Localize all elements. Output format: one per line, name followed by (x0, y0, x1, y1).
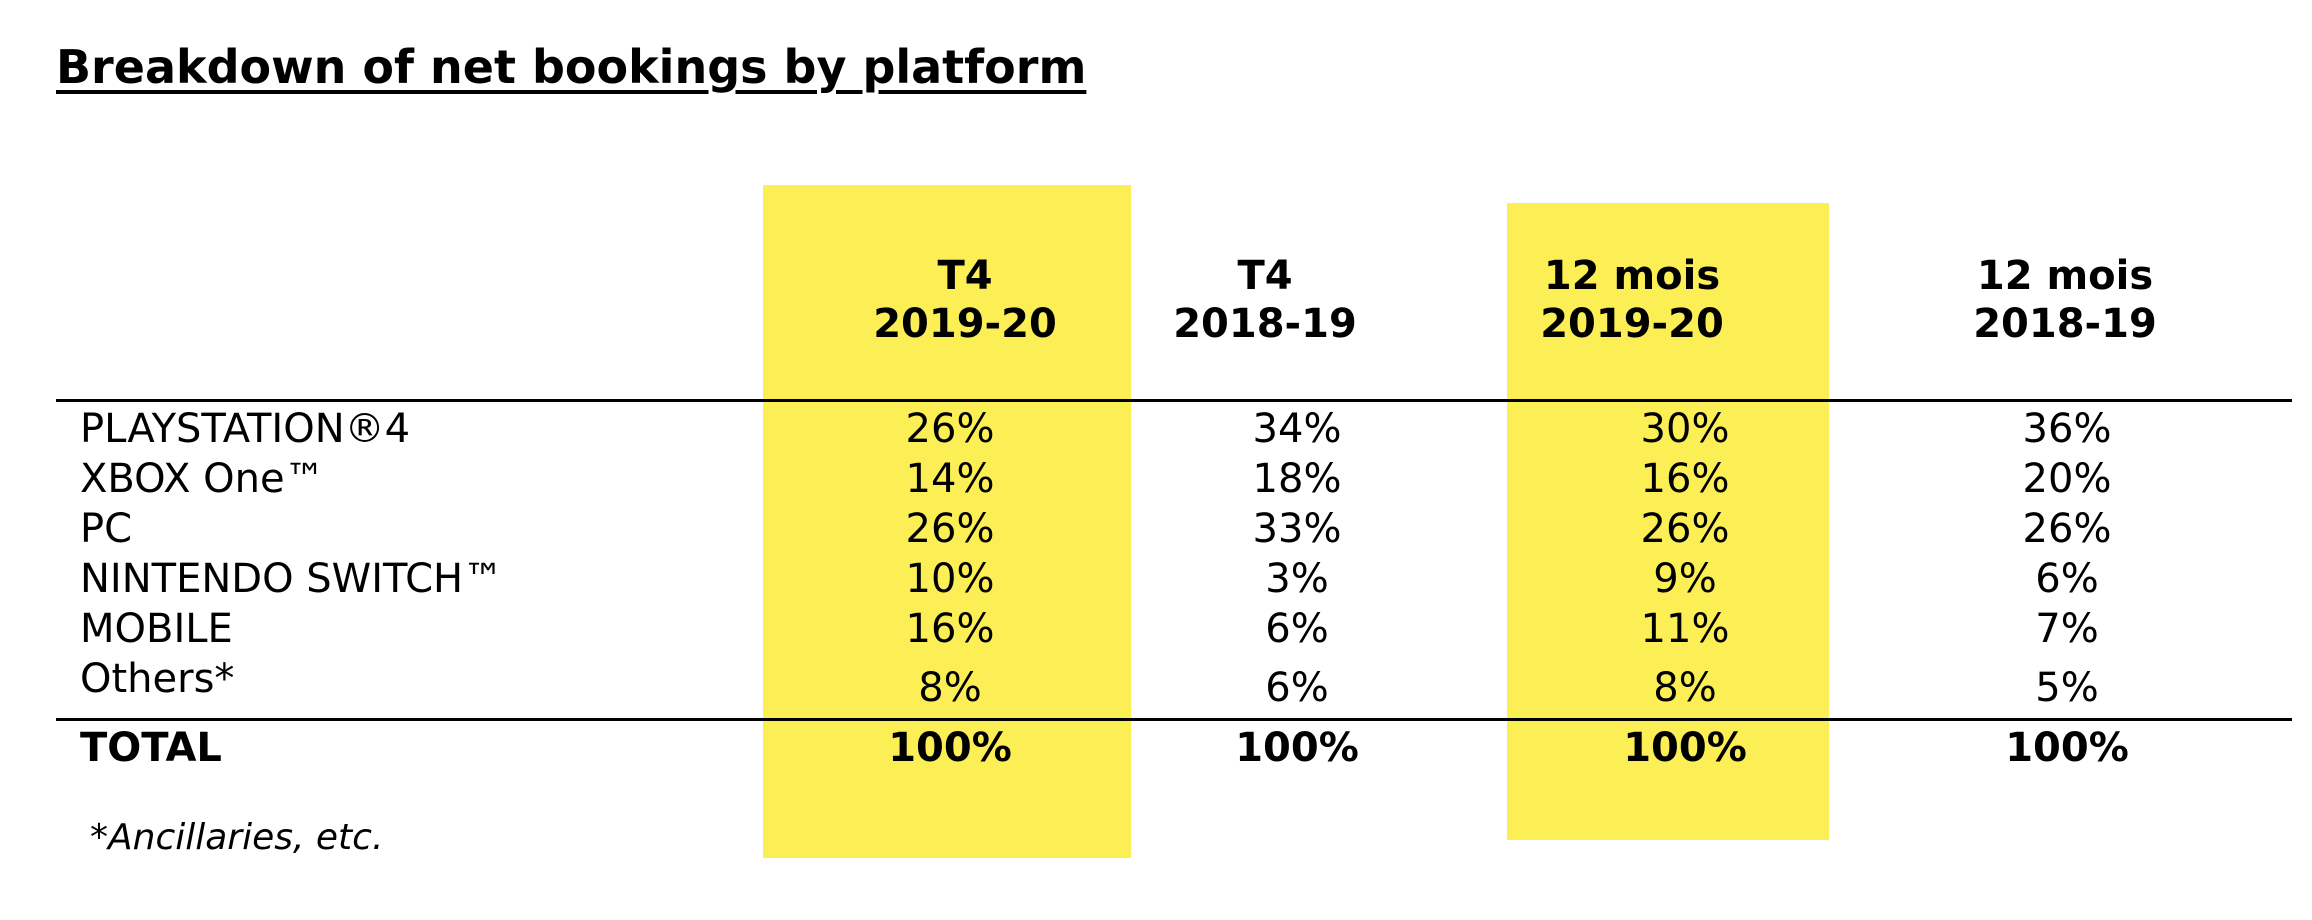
row-label-playstation4: PLAYSTATION®4 (80, 406, 411, 452)
total-cell: 100% (1623, 725, 1747, 771)
column-header-line1: 12 mois (1976, 253, 2154, 299)
column-header-line2: 2019-20 (873, 301, 1057, 347)
highlight-column-t4-2019-20 (763, 185, 1131, 858)
column-header-line1: T4 (1237, 253, 1293, 299)
table-cell: 11% (1640, 606, 1730, 652)
column-header-line2: 2018-19 (1973, 301, 2157, 347)
table-cell: 7% (2035, 606, 2099, 652)
column-header-line1: 12 mois (1543, 253, 1721, 299)
table-cell: 8% (918, 665, 982, 711)
table-cell: 16% (1640, 456, 1730, 502)
table-cell: 33% (1252, 506, 1342, 552)
row-label-others: Others* (80, 656, 235, 702)
table-cell: 34% (1252, 406, 1342, 452)
table-cell: 14% (905, 456, 995, 502)
table-cell: 36% (2022, 406, 2112, 452)
column-header-t4-2018-19: T4 2018-19 (1115, 252, 1415, 348)
table-top-rule (56, 399, 2292, 402)
total-cell: 100% (2005, 725, 2129, 771)
table-cell: 30% (1640, 406, 1730, 452)
row-label-nintendo-switch: NINTENDO SWITCH™ (80, 556, 504, 602)
column-header-12-mois-2018-19: 12 mois 2018-19 (1915, 252, 2215, 348)
column-header-line1: T4 (937, 253, 993, 299)
table-cell: 26% (2022, 506, 2112, 552)
table-cell: 26% (905, 406, 995, 452)
highlight-column-12-mois-2019-20 (1507, 203, 1829, 840)
table-cell: 8% (1653, 665, 1717, 711)
table-cell: 5% (2035, 665, 2099, 711)
table-cell: 26% (905, 506, 995, 552)
column-header-12-mois-2019-20: 12 mois 2019-20 (1482, 252, 1782, 348)
table-cell: 26% (1640, 506, 1730, 552)
table-cell: 18% (1252, 456, 1342, 502)
table-cell: 10% (905, 556, 995, 602)
table-cell: 6% (1265, 606, 1329, 652)
table-cell: 9% (1653, 556, 1717, 602)
row-label-xbox-one: XBOX One™ (80, 456, 325, 502)
row-label-mobile: MOBILE (80, 606, 233, 652)
table-cell: 16% (905, 606, 995, 652)
total-cell: 100% (888, 725, 1012, 771)
column-header-t4-2019-20: T4 2019-20 (815, 252, 1115, 348)
column-header-line2: 2019-20 (1540, 301, 1724, 347)
row-label-pc: PC (80, 506, 133, 552)
table-cell: 6% (2035, 556, 2099, 602)
table-cell: 20% (2022, 456, 2112, 502)
page-title: Breakdown of net bookings by platform (56, 40, 1087, 94)
table-cell: 6% (1265, 665, 1329, 711)
footnote: *Ancillaries, etc. (90, 817, 384, 858)
row-label-total: TOTAL (80, 725, 222, 771)
total-cell: 100% (1235, 725, 1359, 771)
table-cell: 3% (1265, 556, 1329, 602)
table-bottom-rule (56, 718, 2292, 721)
column-header-line2: 2018-19 (1173, 301, 1357, 347)
